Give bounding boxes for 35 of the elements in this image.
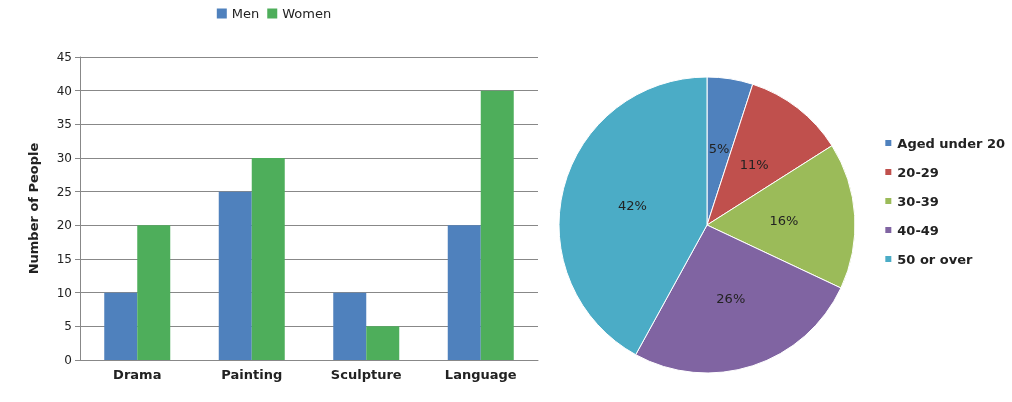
y-axis-title: Number of People (26, 142, 41, 275)
legend-label: 40-49 (897, 222, 939, 238)
y-tick-label: 40 (56, 83, 72, 98)
y-tick-label: 5 (64, 319, 72, 334)
data-label: 16% (769, 212, 799, 228)
y-tick-label: 0 (64, 353, 72, 367)
legend-label: Men (231, 6, 260, 21)
data-label: 11% (739, 156, 769, 172)
legend-label: Women (282, 6, 332, 21)
bar (480, 90, 514, 360)
y-tick-label: 20 (56, 218, 72, 233)
x-tick-label: Drama (113, 367, 162, 382)
bar (366, 326, 400, 360)
legend-label: 20-29 (897, 164, 939, 180)
bar (137, 225, 171, 360)
y-tick-label: 25 (56, 184, 72, 199)
bar (218, 191, 252, 360)
legend-label: Aged under 20 (897, 135, 1006, 151)
x-tick-label: Language (444, 367, 517, 382)
y-tick-label: 15 (56, 252, 72, 266)
bar (104, 292, 138, 360)
bar (447, 225, 481, 360)
bar (333, 292, 367, 360)
data-label: 5% (708, 141, 730, 157)
data-label: 42% (617, 198, 647, 214)
y-tick-label: 10 (56, 285, 72, 300)
x-tick-label: Sculpture (330, 367, 402, 382)
data-label: 26% (716, 290, 746, 306)
x-tick-label: Painting (221, 367, 283, 382)
bar (251, 158, 285, 360)
y-tick-label: 30 (56, 151, 72, 165)
y-tick-label: 35 (56, 117, 72, 132)
legend-label: 50 or over (897, 251, 974, 267)
legend-label: 30-39 (897, 193, 939, 209)
y-tick-label: 45 (56, 50, 72, 64)
